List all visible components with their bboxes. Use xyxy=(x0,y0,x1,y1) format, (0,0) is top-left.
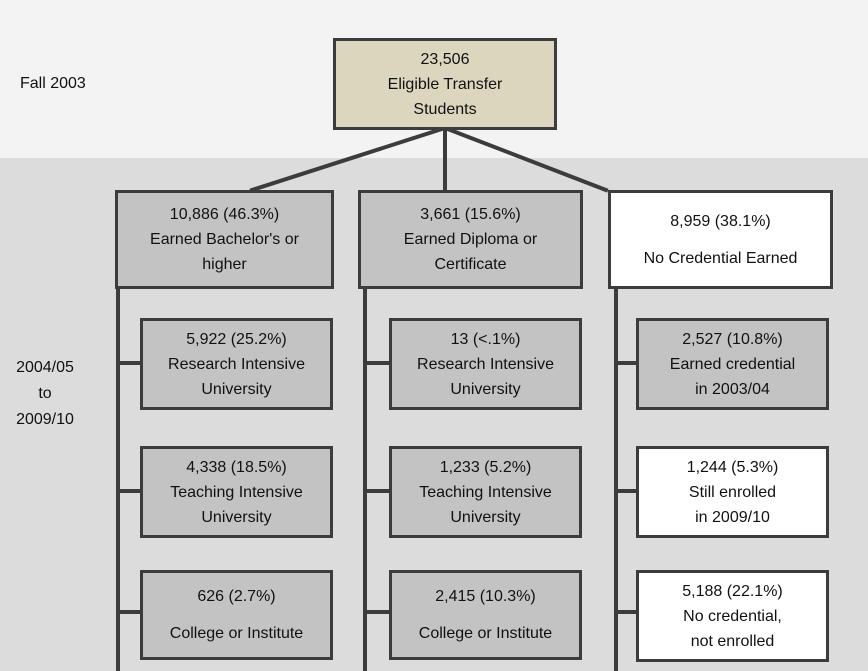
connector-root-left xyxy=(249,125,448,193)
node-bachelors-research-intensive: 5,922 (25.2%) Research Intensive Univers… xyxy=(140,318,333,410)
node-still-enrolled: 1,244 (5.3%) Still enrolled in 2009/10 xyxy=(636,446,829,538)
node-earned-credential-2003-04: 2,527 (10.8%) Earned credential in 2003/… xyxy=(636,318,829,410)
node-earned-diploma: 3,661 (15.6%) Earned Diploma or Certific… xyxy=(358,190,583,289)
node-diploma-college-institute: 2,415 (10.3%) College or Institute xyxy=(389,570,582,660)
node-diploma-research-intensive: 13 (<.1%) Research Intensive University xyxy=(389,318,582,410)
root-eligible-transfer-students: 23,506 Eligible Transfer Students xyxy=(333,38,557,130)
node-diploma-teaching-intensive: 1,233 (5.2%) Teaching Intensive Universi… xyxy=(389,446,582,538)
node-bachelors-college-institute: 626 (2.7%) College or Institute xyxy=(140,570,333,660)
node-no-credential-not-enrolled: 5,188 (22.1%) No credential, not enrolle… xyxy=(636,570,829,662)
node-bachelors-teaching-intensive: 4,338 (18.5%) Teaching Intensive Univers… xyxy=(140,446,333,538)
connector-root-right xyxy=(442,125,609,193)
period-label-start: Fall 2003 xyxy=(20,75,86,92)
node-no-credential-earned: 8,959 (38.1%) No Credential Earned xyxy=(608,190,833,289)
node-earned-bachelors: 10,886 (46.3%) Earned Bachelor's or high… xyxy=(115,190,334,289)
period-label-end: 2004/05 to 2009/10 xyxy=(16,359,74,428)
